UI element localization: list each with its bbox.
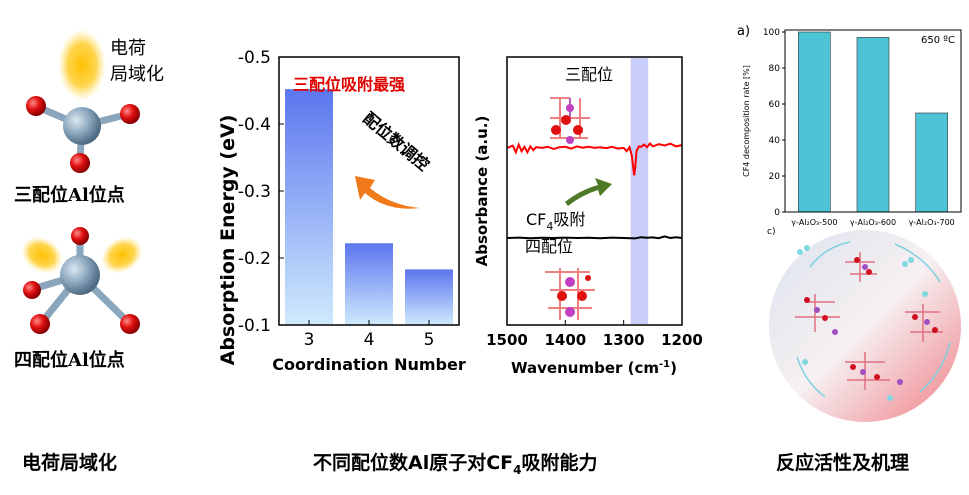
x-tick-label: 1300 — [603, 331, 645, 349]
charge-cloud — [101, 236, 143, 274]
al-site-diagrams — [21, 29, 143, 334]
y-axis-label: Absorption Energy (eV) — [217, 115, 239, 366]
four-coordinated-spectrum — [506, 235, 683, 240]
y-tick-label: 100 — [763, 28, 780, 38]
o-atom — [23, 281, 41, 299]
four-coordinated-site-label: 四配位Al位点 — [14, 350, 125, 371]
x-tick-label: 1500 — [486, 331, 528, 349]
coordination-tuning-arrow — [355, 176, 420, 209]
panel-c-label: c) — [767, 227, 775, 237]
bar — [405, 269, 453, 325]
four-coordinated-structure-image — [545, 268, 595, 320]
o-atom — [120, 314, 140, 334]
o-atom — [120, 104, 140, 124]
bar — [798, 31, 831, 213]
x-tick-label: 1200 — [661, 331, 703, 349]
x-tick-label: 5 — [424, 330, 435, 350]
bar — [345, 243, 393, 325]
cf4-tail: 吸附 — [553, 210, 585, 229]
middle-caption-sub: 4 — [513, 462, 522, 477]
middle-caption-tail: 吸附能力 — [521, 452, 598, 474]
x-tick-label: γ-Al₂O₃-700 — [909, 218, 955, 227]
o-atom — [26, 96, 46, 116]
x-tick-label: γ-Al₂O₃-500 — [791, 218, 837, 227]
y-tick-label: 60 — [769, 100, 781, 110]
x-tick-label: 1400 — [544, 331, 586, 349]
x-tick-label: 3 — [304, 330, 315, 350]
x-axis-label-sup: -1 — [659, 359, 670, 370]
plot-frame — [278, 56, 460, 326]
three-coordinated-structure-image — [550, 97, 590, 144]
right-caption: 反应活性及机理 — [776, 452, 910, 474]
three-coordinated-site-label: 三配位Al位点 — [14, 185, 125, 206]
y-tick-label: -0.3 — [238, 182, 271, 202]
x-axis-label: Coordination Number — [272, 355, 466, 374]
temperature-label: 650 ºC — [921, 35, 955, 46]
coordination-tuning-label: 配位数调控 — [359, 109, 433, 175]
x-axis-label-text: Wavenumber (cm — [511, 359, 659, 377]
x-tick-label: γ-Al₂O₃-600 — [850, 218, 896, 227]
o-atom — [70, 153, 90, 173]
bar — [285, 89, 333, 325]
o-atom — [30, 314, 50, 334]
charge-cloud — [58, 29, 106, 101]
three-coordinated-spectrum — [506, 141, 683, 176]
x-axis-label: Wavenumber (cm-1) — [511, 359, 677, 377]
charge-cloud — [21, 236, 63, 274]
cf4-text: CF — [526, 210, 546, 229]
middle-caption: 不同配位数Al原子对CF4吸附能力 — [313, 448, 598, 477]
y-tick-label: -0.1 — [238, 316, 271, 336]
molecular-structures — [795, 245, 943, 401]
four-coordinated-label: 四配位 — [525, 237, 573, 256]
al-atom — [60, 255, 100, 295]
ir-spectrum-svg: 1500 1400 1300 1200 三配位 四配位 CF4吸附 Absorbanc… — [473, 56, 703, 377]
decomposition-rate-chart-svg: γ-Al₂O₃-500 γ-Al₂O₃-600 γ-Al₂O₃-700 0 20 40 6… — [737, 24, 962, 227]
y-tick-label: 20 — [769, 172, 781, 182]
four-coordinated-site-model — [21, 227, 143, 334]
mechanism-diagram: c) — [767, 227, 961, 422]
panel-a-label: a) — [737, 24, 750, 39]
charge-localization-label: 电荷 局域化 — [110, 38, 164, 85]
y-tick-label: -0.2 — [238, 249, 271, 269]
y-tick-label: -0.5 — [238, 48, 271, 68]
three-coordinated-site-model — [26, 29, 140, 173]
plot-frame — [784, 29, 962, 213]
strongest-adsorption-annotation: 三配位吸附最强 — [293, 75, 405, 94]
bar — [915, 112, 948, 213]
x-tick-label: 4 — [364, 330, 375, 350]
y-tick-label: 0 — [774, 208, 780, 218]
cycle-arrows — [796, 241, 951, 398]
y-tick-label: 80 — [769, 64, 781, 74]
adsorption-energy-chart-svg: -0.5 -0.4 -0.3 -0.2 -0.1 3 4 5 Absorption Ener… — [217, 48, 466, 374]
middle-caption-text: 不同配位数Al原子对CF — [313, 452, 514, 474]
x-axis-label-tail: ) — [670, 359, 677, 377]
mechanism-background — [769, 230, 961, 422]
cf4-sub: 4 — [546, 220, 553, 233]
al-atom — [63, 107, 101, 145]
y-axis-label: CF4 decomposition rate [%] — [742, 65, 751, 177]
plot-frame — [506, 56, 683, 326]
adsorption-arrow — [565, 178, 612, 206]
cf4-adsorption-label: CF4吸附 — [526, 210, 585, 233]
left-caption: 电荷局域化 — [22, 452, 118, 474]
three-coordinated-label: 三配位 — [565, 65, 613, 84]
o-atom — [71, 227, 89, 245]
y-tick-label: 40 — [769, 136, 781, 146]
bar — [856, 37, 890, 213]
y-axis-label: Absorbance (a.u.) — [473, 116, 491, 267]
y-tick-label: -0.4 — [238, 115, 271, 135]
highlight-band — [630, 58, 649, 324]
